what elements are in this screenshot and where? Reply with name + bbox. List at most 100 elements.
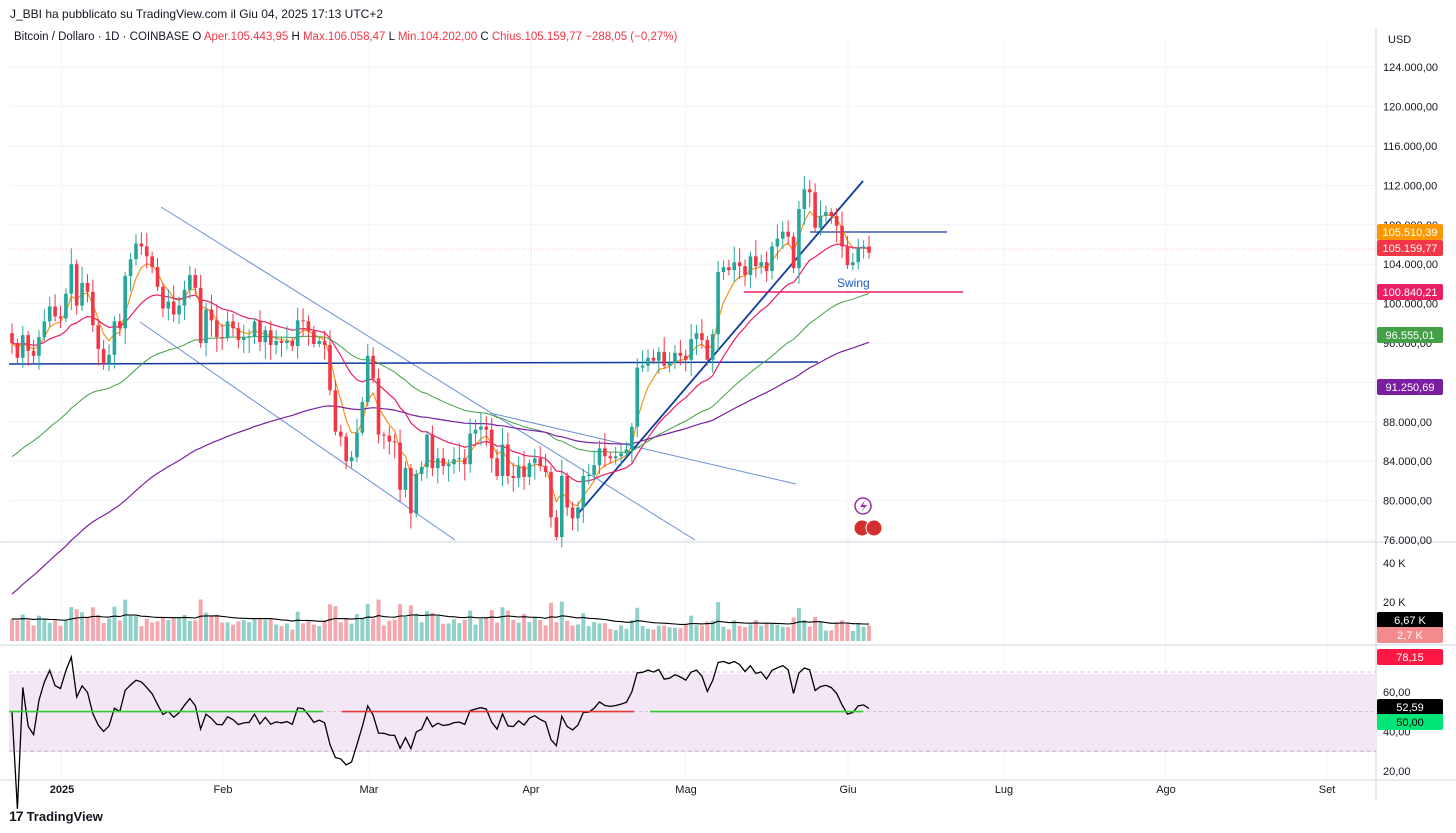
candle-body <box>150 256 154 268</box>
candle-body <box>446 464 451 467</box>
high-value: Max.106.058,47 <box>302 31 386 43</box>
candle-body <box>651 357 656 361</box>
low-label: L <box>388 31 395 43</box>
volume-bar <box>376 599 381 641</box>
volume-bar <box>290 629 295 641</box>
volume-bar <box>117 620 122 641</box>
volume-bar <box>182 614 187 641</box>
candle-body <box>274 341 278 345</box>
candle-body <box>15 343 20 358</box>
candle-body <box>220 337 225 339</box>
tradingview-footer: 17 TradingView <box>9 808 103 824</box>
symbol-name[interactable]: Bitcoin / Dollaro · 1D · COINBASE <box>14 31 190 43</box>
volume-bar <box>769 623 774 641</box>
volume-bar <box>177 617 182 641</box>
candle-body <box>834 215 839 226</box>
volume-bar <box>527 622 532 641</box>
rsi-badge: 52,59 <box>1396 702 1424 714</box>
time-tick-label: Giu <box>839 784 856 796</box>
volume-bar <box>263 619 268 641</box>
candle-body <box>209 309 214 321</box>
candle-body <box>301 320 305 322</box>
candle-body <box>619 453 623 457</box>
candle-body <box>10 333 14 343</box>
volume-badge: 2,7 K <box>1397 630 1423 642</box>
volume-bar <box>392 619 397 641</box>
rsi-badge-bg <box>1377 714 1443 730</box>
candle-body <box>716 272 720 335</box>
price-badge-bg <box>1377 224 1443 240</box>
candle-body <box>533 458 537 464</box>
candle-body <box>662 351 666 366</box>
volume-bar <box>764 622 769 641</box>
volume-bar <box>241 620 246 641</box>
volume-bar <box>171 618 176 641</box>
candle-body <box>646 357 650 366</box>
price-tick-label: 76.000,00 <box>1383 535 1432 547</box>
candle-body <box>355 432 359 458</box>
volume-bar <box>597 623 602 641</box>
volume-bar <box>446 623 451 641</box>
candle-body <box>807 189 812 193</box>
rsi-badge: 78,15 <box>1396 652 1424 664</box>
volume-bar <box>96 615 101 641</box>
candle-body <box>797 209 801 269</box>
volume-bar <box>42 619 47 641</box>
volume-bar <box>478 618 483 641</box>
volume-bar <box>780 626 785 641</box>
volume-bar <box>699 625 704 641</box>
volume-bar <box>133 616 138 641</box>
candle-body <box>484 426 489 430</box>
volume-bar <box>236 621 241 641</box>
volume-bar <box>672 627 677 641</box>
volume-bar <box>602 623 607 641</box>
us-flag-event-icon-2 <box>865 519 883 537</box>
volume-bar <box>80 612 85 641</box>
volume-bar <box>441 623 446 641</box>
volume-bar <box>301 623 306 641</box>
candle-body <box>441 458 445 467</box>
volume-bar <box>748 624 753 641</box>
volume-bar <box>26 620 31 641</box>
candle-body <box>657 351 661 361</box>
candle-body <box>710 334 715 360</box>
volume-bar <box>791 617 796 641</box>
volume-bar <box>317 626 322 641</box>
volume-bar <box>328 604 333 641</box>
volume-bar <box>279 626 284 641</box>
candle-body <box>430 434 435 469</box>
volume-bar <box>495 622 500 641</box>
volume-bar <box>608 628 613 641</box>
volume-bar <box>204 612 209 641</box>
volume-bar <box>90 607 95 641</box>
volume-bar <box>500 607 505 641</box>
volume-bar <box>349 623 354 641</box>
candle-body <box>624 449 629 454</box>
candle-body <box>425 434 429 468</box>
candle-body <box>42 321 47 338</box>
volume-bar <box>807 626 812 641</box>
candle-body <box>31 350 36 356</box>
candle-body <box>581 475 586 508</box>
candle-body <box>468 433 472 465</box>
volume-bar <box>53 620 58 641</box>
candle-body <box>727 267 731 271</box>
volume-bar <box>705 621 710 641</box>
candle-body <box>37 337 41 356</box>
candle-body <box>565 475 569 508</box>
volume-bar <box>160 617 165 641</box>
volume-bar <box>629 620 634 641</box>
candle-body <box>225 321 230 339</box>
candle-body <box>26 335 30 351</box>
volume-bar <box>505 610 510 641</box>
volume-bar <box>592 622 597 641</box>
volume-bar <box>63 620 68 641</box>
price-tick-label: 84.000,00 <box>1383 456 1432 468</box>
candle-body <box>64 293 68 319</box>
candle-body <box>462 458 467 465</box>
volume-bar <box>85 617 90 641</box>
candle-body <box>85 282 90 292</box>
volume-bar <box>333 606 338 641</box>
volume-bar <box>845 622 850 641</box>
